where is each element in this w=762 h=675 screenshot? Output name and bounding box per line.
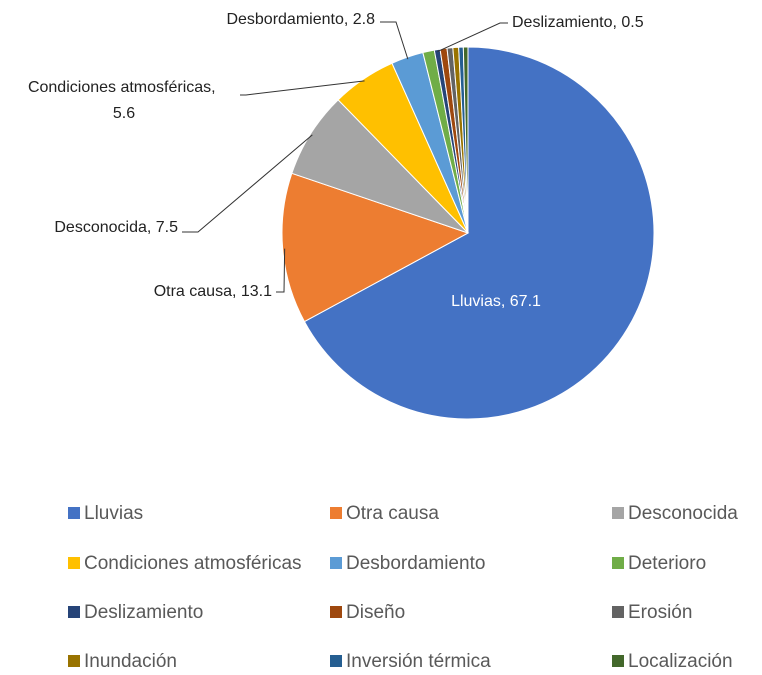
legend-swatch	[330, 507, 342, 519]
legend-swatch	[68, 606, 80, 618]
pie-slice	[462, 46, 469, 234]
leader-line	[182, 134, 313, 233]
legend-swatch	[330, 557, 342, 569]
legend-label: Inversión térmica	[346, 651, 491, 672]
legend-label: Lluvias	[84, 503, 143, 524]
label-value: 2.8	[353, 11, 375, 28]
label-category: Condiciones atmosféricas	[28, 79, 211, 96]
leader-line	[240, 80, 365, 96]
data-label: Desconocida, 7.5	[54, 219, 178, 236]
label-category: Otra causa	[154, 283, 232, 300]
leader-line	[437, 22, 508, 52]
legend-label: Localización	[628, 651, 733, 672]
legend-label: Deterioro	[628, 553, 706, 574]
legend-swatch	[330, 655, 342, 667]
label-category: Lluvias	[451, 293, 501, 310]
leader-line	[380, 21, 409, 60]
label-value: 0.5	[621, 14, 643, 31]
legend-label: Otra causa	[346, 503, 439, 524]
legend-swatch	[612, 606, 624, 618]
pie-slice	[281, 172, 470, 323]
data-label: Condiciones atmosféricas, 5.6	[28, 79, 220, 122]
legend-label: Erosión	[628, 602, 692, 623]
legend-label: Inundación	[84, 651, 177, 672]
legend-swatch	[68, 655, 80, 667]
legend-swatch	[612, 557, 624, 569]
data-label: Otra causa, 13.1	[154, 283, 272, 300]
label-value: 5.6	[113, 105, 135, 122]
label-category: Deslizamiento	[512, 14, 613, 31]
data-label: Deslizamiento, 0.5	[512, 14, 644, 31]
label-category: Desbordamiento	[226, 11, 344, 28]
legend-swatch	[612, 655, 624, 667]
legend-label: Desconocida	[628, 503, 738, 524]
data-label: Desbordamiento, 2.8	[226, 11, 375, 28]
legend: Lluvias Otra causa Desconocida Condiciones …	[68, 503, 738, 672]
legend-label: Deslizamiento	[84, 602, 203, 623]
label-value: 7.5	[156, 219, 178, 236]
pie	[281, 46, 655, 420]
legend-swatch	[330, 606, 342, 618]
legend-label: Diseño	[346, 602, 405, 623]
legend-label: Condiciones atmosféricas	[84, 553, 302, 574]
label-value: 13.1	[241, 283, 272, 300]
legend-swatch	[68, 507, 80, 519]
label-value: 67.1	[510, 293, 541, 310]
label-category: Desconocida	[54, 219, 147, 236]
data-label: Lluvias, 67.1	[451, 293, 541, 310]
legend-swatch	[68, 557, 80, 569]
pie-slice	[303, 46, 655, 420]
leader-line	[276, 248, 286, 293]
legend-swatch	[612, 507, 624, 519]
legend-label: Desbordamiento	[346, 553, 485, 574]
